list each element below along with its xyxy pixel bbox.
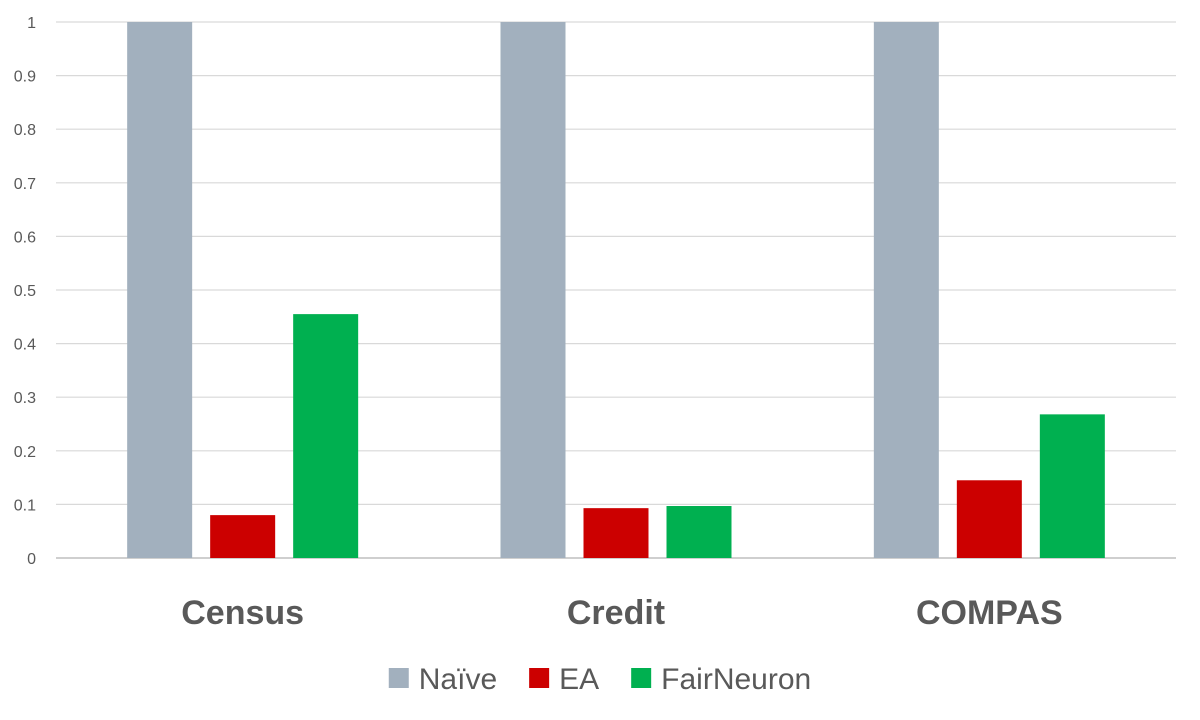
legend-swatch xyxy=(631,668,652,688)
y-tick-label: 0.2 xyxy=(14,444,36,461)
y-tick-label: 1 xyxy=(27,15,36,32)
bars xyxy=(127,22,1105,558)
y-axis-ticks: 0 0.1 0.2 0.3 0.4 0.5 0.6 0.7 0.8 0.9 1 xyxy=(14,15,36,568)
legend: Naïve EA FairNeuron xyxy=(388,663,811,696)
bar-na-ve-compas xyxy=(873,22,939,558)
legend-label: FairNeuron xyxy=(661,663,811,696)
y-tick-label: 0.1 xyxy=(14,497,36,514)
y-tick-label: 0.9 xyxy=(14,69,36,86)
y-tick-label: 0.3 xyxy=(14,390,36,407)
y-tick-label: 0.6 xyxy=(14,229,36,246)
bar-ea-compas xyxy=(956,480,1022,558)
legend-item: Naïve xyxy=(388,663,497,696)
legend-label: EA xyxy=(559,663,599,696)
y-tick-label: 0.5 xyxy=(14,283,36,300)
y-tick-label: 0.4 xyxy=(14,337,36,354)
gridlines xyxy=(56,21,1176,559)
legend-swatch xyxy=(388,668,409,688)
bar-ea-census xyxy=(210,515,276,558)
x-category-label: Credit xyxy=(567,594,665,632)
bar-na-ve-census xyxy=(127,22,193,558)
bar-fairneuron-credit xyxy=(666,506,732,558)
y-tick-label: 0 xyxy=(27,551,36,568)
x-axis-categories: Census Credit COMPAS xyxy=(181,594,1062,632)
y-tick-label: 0.7 xyxy=(14,176,36,193)
legend-label: Naïve xyxy=(419,663,497,696)
legend-swatch xyxy=(529,668,550,688)
y-tick-label: 0.8 xyxy=(14,122,36,139)
x-category-label: COMPAS xyxy=(916,594,1063,632)
legend-item: FairNeuron xyxy=(631,663,811,696)
x-category-label: Census xyxy=(181,594,304,632)
bar-ea-credit xyxy=(583,508,649,558)
bar-na-ve-credit xyxy=(500,22,566,558)
legend-item: EA xyxy=(529,663,599,696)
bar-fairneuron-census xyxy=(293,314,359,558)
bar-fairneuron-compas xyxy=(1039,414,1105,558)
